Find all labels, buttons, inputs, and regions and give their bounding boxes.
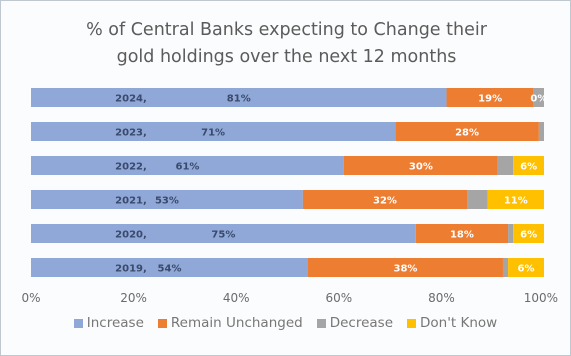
category-label-2019: 2019,: [115, 264, 147, 275]
bar-decrease-2023: [538, 122, 544, 141]
data-label-don-t-know-2022: 6%: [520, 162, 537, 173]
bar-increase-2023: [31, 122, 396, 141]
bar-don-t-know-2019: [508, 258, 544, 277]
data-label-remain-unchanged-2023: 28%: [455, 128, 479, 139]
bar-don-t-know-2021: [487, 190, 544, 209]
data-label-increase-2023: 71%: [201, 128, 225, 139]
legend-item-decrease: Decrease: [316, 315, 393, 331]
bar-decrease-2019: [502, 258, 509, 277]
data-label-don-t-know-2021: 11%: [504, 196, 528, 207]
bar-remain-unchanged-2021: [302, 190, 468, 209]
x-tick-label-0: 0%: [21, 291, 40, 305]
bar-remain-unchanged-2020: [415, 224, 509, 243]
x-tick-label-3: 60%: [325, 291, 352, 305]
bar-remain-unchanged-2023: [395, 122, 539, 141]
bar-increase-2020: [31, 224, 416, 243]
legend-item-dont-know: Don't Know: [407, 315, 497, 331]
data-label-increase-2021: 53%: [155, 196, 179, 207]
data-label-decrease-2024: 0%: [530, 94, 547, 105]
data-label-remain-unchanged-2019: 38%: [394, 264, 418, 275]
data-label-increase-2022: 61%: [175, 162, 199, 173]
chart-legend: Increase Remain Unchanged Decrease Don't…: [0, 315, 571, 331]
category-label-2023: 2023,: [115, 128, 147, 139]
legend-label-remain-unchanged: Remain Unchanged: [170, 315, 303, 331]
category-label-2021: 2021,: [115, 196, 147, 207]
bar-increase-2021: [31, 190, 303, 209]
bar-don-t-know-2022: [513, 156, 544, 175]
legend-label-decrease: Decrease: [329, 315, 393, 331]
legend-swatch-decrease: [316, 318, 326, 328]
bar-decrease-2020: [508, 224, 514, 243]
chart-title-line-1: % of Central Banks expecting to Change t…: [86, 20, 487, 40]
category-label-2022: 2022,: [115, 162, 147, 173]
data-label-remain-unchanged-2022: 30%: [409, 162, 433, 173]
bar-don-t-know-2020: [513, 224, 544, 243]
bar-increase-2024: [31, 88, 447, 107]
category-label-2024: 2024,: [115, 94, 147, 105]
bar-decrease-2021: [467, 190, 488, 209]
bar-decrease-2022: [497, 156, 514, 175]
legend-label-increase: Increase: [86, 315, 144, 331]
bar-remain-unchanged-2019: [308, 258, 503, 277]
x-tick-label-2: 40%: [223, 291, 250, 305]
x-tick-label-5: 100%: [524, 291, 558, 305]
data-label-increase-2020: 75%: [211, 230, 235, 241]
bar-remain-unchanged-2024: [446, 88, 534, 107]
bar-remain-unchanged-2022: [343, 156, 498, 175]
x-tick-label-4: 80%: [428, 291, 455, 305]
data-label-remain-unchanged-2020: 18%: [450, 230, 474, 241]
x-tick-label-1: 20%: [120, 291, 147, 305]
data-label-increase-2019: 54%: [158, 264, 182, 275]
chart-title: % of Central Banks expecting to Change t…: [21, 17, 552, 71]
data-label-remain-unchanged-2024: 19%: [478, 94, 502, 105]
data-label-don-t-know-2019: 6%: [518, 264, 535, 275]
legend-swatch-dont-know: [407, 318, 416, 328]
category-label-2020: 2020,: [115, 230, 147, 241]
legend-label-dont-know: Don't Know: [420, 315, 498, 331]
legend-swatch-increase: [73, 318, 83, 328]
legend-item-increase: Increase: [73, 315, 144, 331]
bar-increase-2022: [31, 156, 344, 175]
chart-title-line-2: gold holdings over the next 12 months: [116, 47, 457, 67]
legend-swatch-remain-unchanged: [157, 318, 167, 328]
data-label-increase-2024: 81%: [227, 94, 251, 105]
legend-item-remain-unchanged: Remain Unchanged: [157, 315, 303, 331]
data-label-don-t-know-2020: 6%: [520, 230, 537, 241]
bar-decrease-2024: [533, 88, 544, 107]
bar-increase-2019: [31, 258, 309, 277]
data-label-remain-unchanged-2021: 32%: [373, 196, 397, 207]
